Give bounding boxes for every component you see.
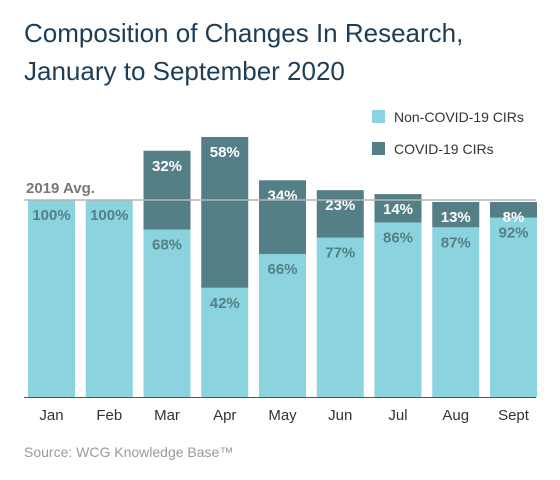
x-tick-label-apr: Apr <box>213 407 236 424</box>
chart-title-line-1: Composition of Changes In Research, <box>24 18 464 48</box>
data-label-covid-apr: 58% <box>210 144 240 161</box>
data-label-covid-may: 34% <box>267 187 297 204</box>
reference-line-label: 2019 Avg. <box>26 180 95 197</box>
data-label-covid-mar: 32% <box>152 158 182 175</box>
data-label-non-covid-jun: 77% <box>325 245 355 262</box>
chart-title-line-2: January to September 2020 <box>24 56 345 86</box>
bar-non-covid-apr <box>201 287 249 397</box>
data-label-covid-jun: 23% <box>325 197 355 214</box>
bar-covid-apr <box>201 136 249 288</box>
bar-covid-jun <box>316 190 364 238</box>
x-tick-label-jun: Jun <box>328 407 352 424</box>
data-label-non-covid-jan: 100% <box>32 207 70 224</box>
x-tick-label-jul: Jul <box>388 407 407 424</box>
data-label-non-covid-apr: 42% <box>210 295 240 312</box>
data-label-covid-sept: 8% <box>503 209 525 226</box>
chart-title: Composition of Changes In Research, Janu… <box>24 14 544 90</box>
bar-non-covid-jan <box>28 200 75 397</box>
legend-swatch-non-covid <box>372 110 385 123</box>
data-label-non-covid-mar: 68% <box>152 237 182 254</box>
bar-non-covid-jun <box>316 237 364 397</box>
legend-swatch-covid <box>372 142 385 155</box>
source-note: Source: WCG Knowledge Base™ <box>24 444 234 460</box>
x-tick-label-may: May <box>268 407 297 424</box>
data-label-non-covid-may: 66% <box>267 261 297 278</box>
x-tick-label-mar: Mar <box>154 407 180 424</box>
legend-label-non-covid: Non-COVID-19 CIRs <box>394 109 524 125</box>
bar-non-covid-sept <box>490 217 537 397</box>
data-label-non-covid-jul: 86% <box>383 229 413 246</box>
bar-non-covid-jul <box>374 222 422 397</box>
data-label-covid-jul: 14% <box>383 201 413 218</box>
data-label-non-covid-feb: 100% <box>90 207 128 224</box>
bar-covid-may <box>259 180 306 254</box>
bar-covid-jul <box>374 194 422 223</box>
bar-covid-mar <box>143 150 191 230</box>
data-label-covid-aug: 13% <box>441 209 471 226</box>
bar-non-covid-feb <box>85 200 133 397</box>
bar-covid-aug <box>432 201 480 228</box>
bar-non-covid-may <box>259 253 306 397</box>
legend-label-covid: COVID-19 CIRs <box>394 141 494 157</box>
stacked-bar-chart: Non-COVID-19 CIRs COVID-19 CIRs 100% Jan 100… <box>24 109 537 424</box>
x-tick-label-sept: Sept <box>498 407 530 424</box>
bar-non-covid-aug <box>432 227 480 397</box>
x-tick-label-jan: Jan <box>39 407 63 424</box>
data-label-non-covid-aug: 87% <box>441 234 471 251</box>
bar-non-covid-mar <box>143 229 191 397</box>
data-label-non-covid-sept: 92% <box>498 225 528 242</box>
x-tick-label-aug: Aug <box>442 407 469 424</box>
bar-covid-sept <box>490 201 537 218</box>
x-tick-label-feb: Feb <box>96 407 122 424</box>
